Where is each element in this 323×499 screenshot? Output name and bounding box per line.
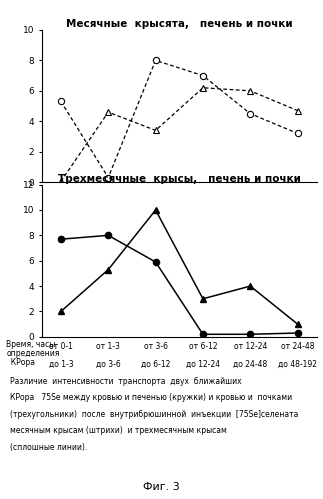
Text: КРора   75Se между кровью и печенью (кружки) и кровью и  почками: КРора 75Se между кровью и печенью (кружк… xyxy=(10,393,292,402)
Text: до 6-12: до 6-12 xyxy=(141,360,170,369)
Text: месячным крысам (штрихи)  и трехмесячным крысам: месячным крысам (штрихи) и трехмесячным … xyxy=(10,426,226,435)
Text: от 6-12: от 6-12 xyxy=(189,342,217,351)
Text: КРора: КРора xyxy=(6,358,36,367)
Text: от 12-24: от 12-24 xyxy=(234,342,267,351)
Text: от 0-1: от 0-1 xyxy=(49,342,73,351)
Text: от 1-3: от 1-3 xyxy=(96,342,120,351)
Title: Трехмесячные  крысы,   печень и почки: Трехмесячные крысы, печень и почки xyxy=(58,174,301,184)
Text: определения: определения xyxy=(6,349,60,358)
Text: от 24-48: от 24-48 xyxy=(281,342,314,351)
Text: от 3-6: от 3-6 xyxy=(144,342,168,351)
Text: до 24-48: до 24-48 xyxy=(233,360,267,369)
Text: до 1-3: до 1-3 xyxy=(49,360,73,369)
Text: до 48-192: до 48-192 xyxy=(278,360,317,369)
Text: до 12-24: до 12-24 xyxy=(186,360,220,369)
Text: до 3-6: до 3-6 xyxy=(96,360,120,369)
Text: Время, часы: Время, часы xyxy=(6,340,56,349)
Text: (сплошные линии).: (сплошные линии). xyxy=(10,443,87,452)
Text: Различие  интенсивности  транспорта  двух  ближайших: Различие интенсивности транспорта двух б… xyxy=(10,377,241,386)
Title: Месячные  крысята,   печень и почки: Месячные крысята, печень и почки xyxy=(66,19,293,29)
Text: (трехугольники)  после  внутрибрюшинной  инъекции  [75Se]селената: (трехугольники) после внутрибрюшинной ин… xyxy=(10,410,298,419)
Text: Фиг. 3: Фиг. 3 xyxy=(143,482,180,492)
